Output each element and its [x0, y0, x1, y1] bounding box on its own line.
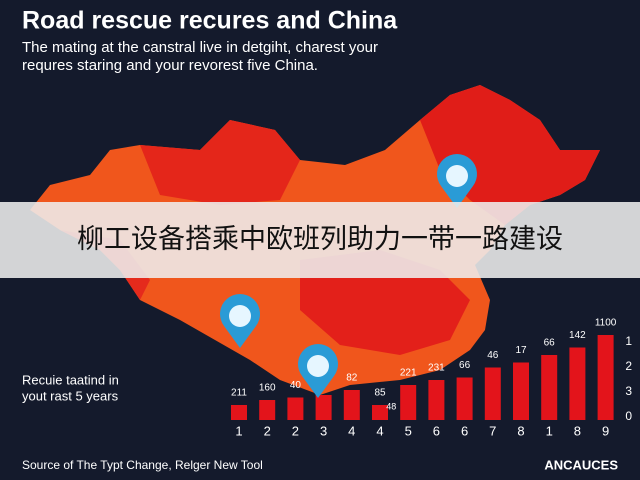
bar [513, 362, 529, 420]
bar [372, 405, 388, 420]
bar-annotation: 66 [459, 360, 471, 371]
x-tick-label: 2 [264, 423, 271, 438]
map-pin [298, 344, 338, 398]
bar [569, 347, 586, 420]
bar-annotation: 231 [428, 363, 445, 374]
bar-annotation: 48 [386, 401, 396, 411]
side-label: 3 [625, 384, 632, 398]
x-tick-label: 5 [405, 423, 412, 438]
x-tick-label: 6 [433, 423, 440, 438]
bar [287, 397, 304, 420]
x-tick-label: 6 [461, 423, 468, 438]
side-label: 1 [625, 334, 632, 348]
bar [259, 400, 276, 420]
bar [456, 377, 473, 420]
side-note: Recuie taatind in [22, 372, 119, 387]
bar [315, 395, 332, 420]
x-tick-label: 7 [489, 423, 496, 438]
bar-annotation: 40 [290, 380, 302, 391]
bar-annotation: 17 [515, 345, 527, 356]
side-note: yout rast 5 years [22, 388, 119, 403]
bar-annotation: 221 [400, 368, 417, 379]
bar [484, 367, 501, 420]
side-label: 0 [625, 409, 632, 423]
subtitle: requres staring and your revorest five C… [22, 57, 318, 74]
x-tick-label: 2 [292, 423, 299, 438]
bar [597, 335, 614, 420]
x-tick-label: 1 [235, 423, 242, 438]
map-pin [220, 294, 260, 348]
bar-annotation: 211 [231, 388, 247, 399]
bar-annotation: 142 [569, 330, 586, 341]
x-tick-label: 8 [574, 423, 581, 438]
bar-annotation: 85 [374, 388, 386, 399]
subtitle: The mating at the canstral live in detgi… [22, 39, 378, 56]
bar [343, 390, 360, 420]
bar [400, 385, 417, 420]
x-tick-label: 1 [546, 423, 553, 438]
map-pin [437, 154, 477, 208]
x-tick-label: 3 [320, 423, 327, 438]
bar [428, 380, 445, 420]
bar-annotation: 1100 [595, 318, 617, 329]
x-tick-label: 4 [348, 423, 355, 438]
banner-text: 柳工设备搭乘中欧班列助力一带一路建设 [77, 224, 563, 254]
banner-band [0, 202, 640, 278]
x-tick-label: 4 [376, 423, 383, 438]
bar [231, 405, 247, 420]
pins [220, 154, 477, 398]
bar-annotation: 160 [259, 383, 276, 394]
bar-annotation: 46 [487, 350, 499, 361]
x-tick-label: 9 [602, 423, 609, 438]
bar [541, 355, 558, 420]
source: Source of The Typt Change, Relger New To… [22, 458, 263, 472]
bar-annotation: 66 [544, 338, 556, 349]
map-region [140, 120, 300, 205]
x-tick-label: 8 [517, 423, 524, 438]
bar-annotation: 82 [346, 373, 358, 384]
brand: ANCAUCES [544, 457, 618, 472]
side-label: 2 [625, 359, 632, 373]
title: Road rescue recures and China [22, 7, 398, 35]
